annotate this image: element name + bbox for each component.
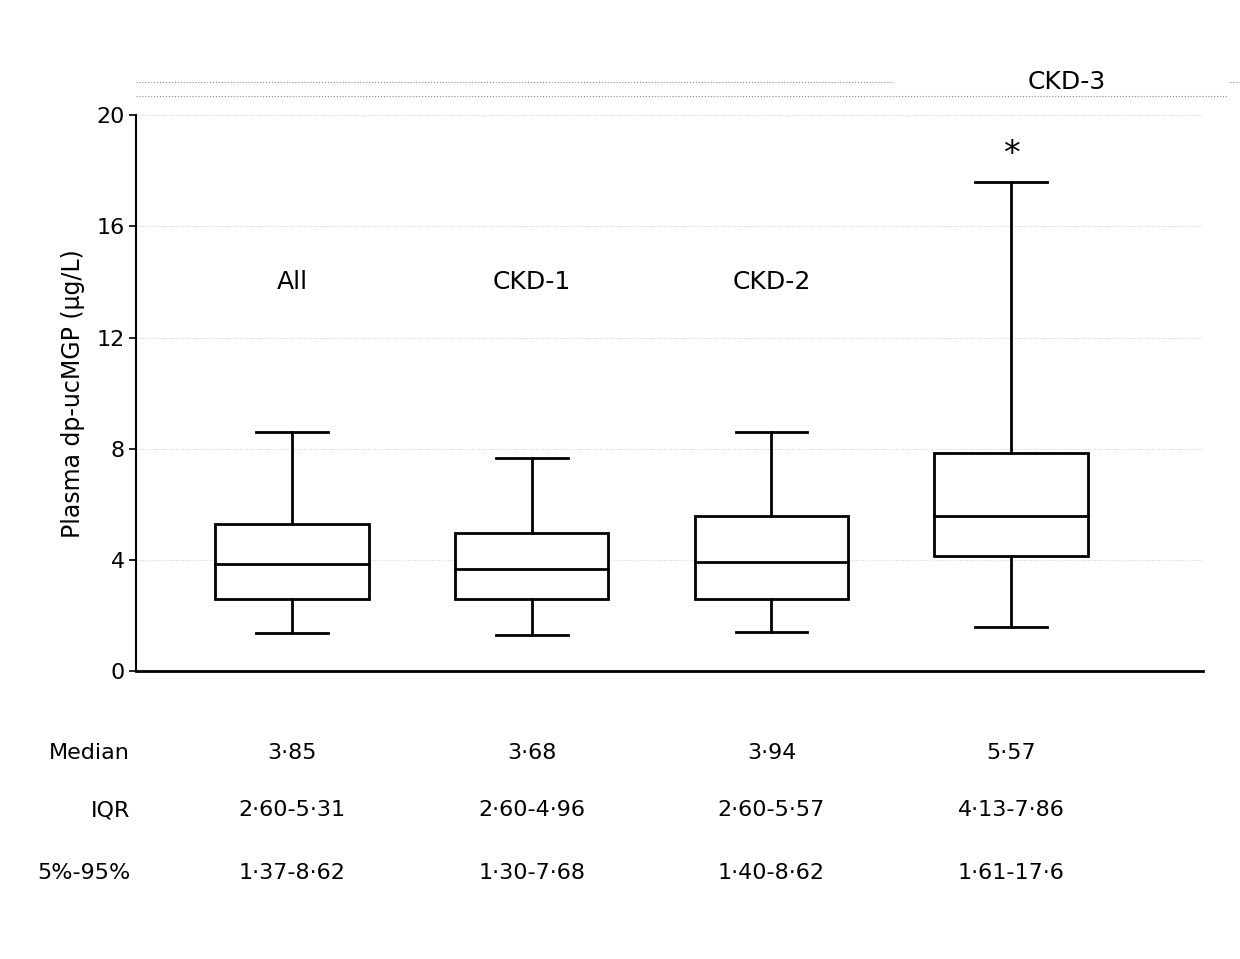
Text: 4·13-7·86: 4·13-7·86 xyxy=(957,801,1064,820)
Text: 3·68: 3·68 xyxy=(507,743,557,762)
Text: 5%-95%: 5%-95% xyxy=(37,863,130,882)
Text: 1·37-8·62: 1·37-8·62 xyxy=(239,863,346,882)
Text: 1·30-7·68: 1·30-7·68 xyxy=(479,863,585,882)
Text: 3·94: 3·94 xyxy=(746,743,796,762)
Text: 1·40-8·62: 1·40-8·62 xyxy=(718,863,825,882)
Text: 5·57: 5·57 xyxy=(986,743,1035,762)
Text: IQR: IQR xyxy=(91,801,130,820)
Bar xyxy=(455,533,609,599)
Text: CKD-1: CKD-1 xyxy=(492,269,570,294)
Bar xyxy=(216,524,368,599)
Y-axis label: Plasma dp-ucMGP (μg/L): Plasma dp-ucMGP (μg/L) xyxy=(61,248,86,538)
Text: 2·60-5·57: 2·60-5·57 xyxy=(718,801,825,820)
Text: 2·60-5·31: 2·60-5·31 xyxy=(238,801,346,820)
Text: 1·61-17·6: 1·61-17·6 xyxy=(957,863,1064,882)
Text: 2·60-4·96: 2·60-4·96 xyxy=(479,801,585,820)
Text: All: All xyxy=(277,269,308,294)
Text: 3·85: 3·85 xyxy=(268,743,317,762)
Text: CKD-2: CKD-2 xyxy=(733,269,811,294)
Text: *: * xyxy=(1003,138,1019,171)
Bar xyxy=(694,516,848,599)
Bar xyxy=(935,453,1087,556)
Text: CKD-3: CKD-3 xyxy=(1027,69,1106,94)
Text: Median: Median xyxy=(50,743,130,762)
